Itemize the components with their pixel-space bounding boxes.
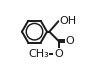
- Text: CH₃: CH₃: [28, 49, 49, 59]
- Text: OH: OH: [59, 16, 76, 26]
- Text: O: O: [54, 49, 63, 59]
- Text: O: O: [66, 36, 74, 46]
